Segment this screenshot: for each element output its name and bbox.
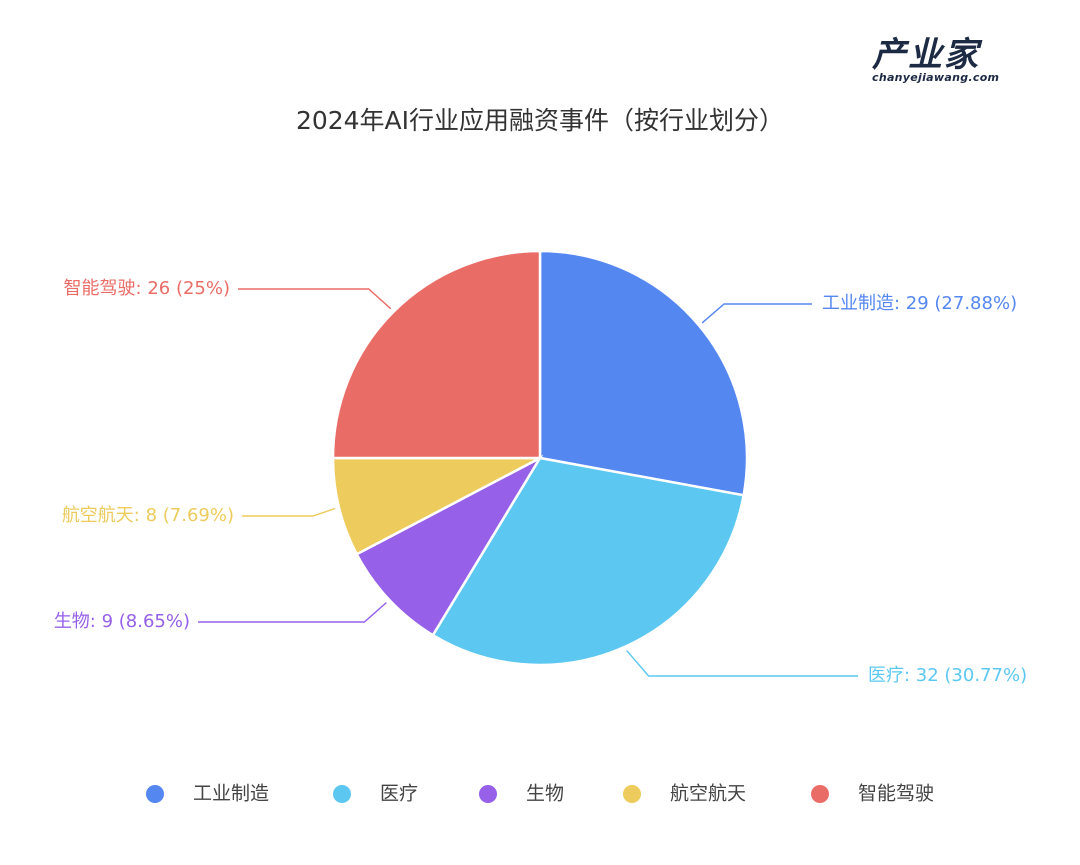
logo-site: chanyejiawang.com: [872, 71, 1000, 84]
legend-marker: [479, 785, 497, 803]
legend-item[interactable]: 工业制造: [146, 783, 269, 805]
logo-name: 产业家: [872, 35, 980, 75]
brand-logo: 产业家 chanyejiawang.com: [872, 36, 1022, 88]
pie-slices: [331, 249, 749, 667]
leader-line: [238, 288, 392, 310]
legend-marker: [811, 785, 829, 803]
slice-label: 医疗: 32 (30.77%): [868, 665, 1027, 686]
legend-label: 航空航天: [670, 783, 746, 805]
slice-labels: 工业制造: 29 (27.88%) 医疗: 32 (30.77%) 生物: 9 (8…: [54, 278, 1027, 686]
pie-slice: [355, 454, 544, 637]
legend-label: 工业制造: [193, 783, 269, 805]
legend-item[interactable]: 智能驾驶: [811, 783, 934, 805]
legend-item[interactable]: 生物: [479, 783, 564, 805]
chart-title: 2024年AI行业应用融资事件（按行业划分）: [295, 106, 785, 135]
legend-label: 生物: [526, 783, 564, 805]
slice-label-leaders: [198, 288, 858, 677]
legend-label: 智能驾驶: [858, 783, 934, 805]
legend-item[interactable]: 航空航天: [623, 783, 746, 805]
legend-marker: [623, 785, 641, 803]
leader-line: [626, 649, 858, 677]
pie-slice: [331, 249, 542, 460]
legend-marker: [146, 785, 164, 803]
slice-label: 工业制造: 29 (27.88%): [822, 293, 1017, 314]
pie-slice: [431, 456, 746, 667]
slice-label: 航空航天: 8 (7.69%): [62, 505, 234, 526]
legend-label: 医疗: [380, 783, 418, 805]
pie-slice: [331, 456, 541, 556]
slice-label: 生物: 9 (8.65%): [54, 611, 190, 632]
legend-item[interactable]: 医疗: [333, 783, 418, 805]
pie-slice: [538, 249, 749, 497]
leader-line: [198, 602, 387, 623]
leader-line: [701, 303, 812, 324]
leader-line: [242, 507, 336, 517]
legend-marker: [333, 785, 351, 803]
legend: 工业制造 医疗 生物 航空航天 智能驾驶: [146, 783, 934, 805]
slice-label: 智能驾驶: 26 (25%): [64, 278, 230, 299]
